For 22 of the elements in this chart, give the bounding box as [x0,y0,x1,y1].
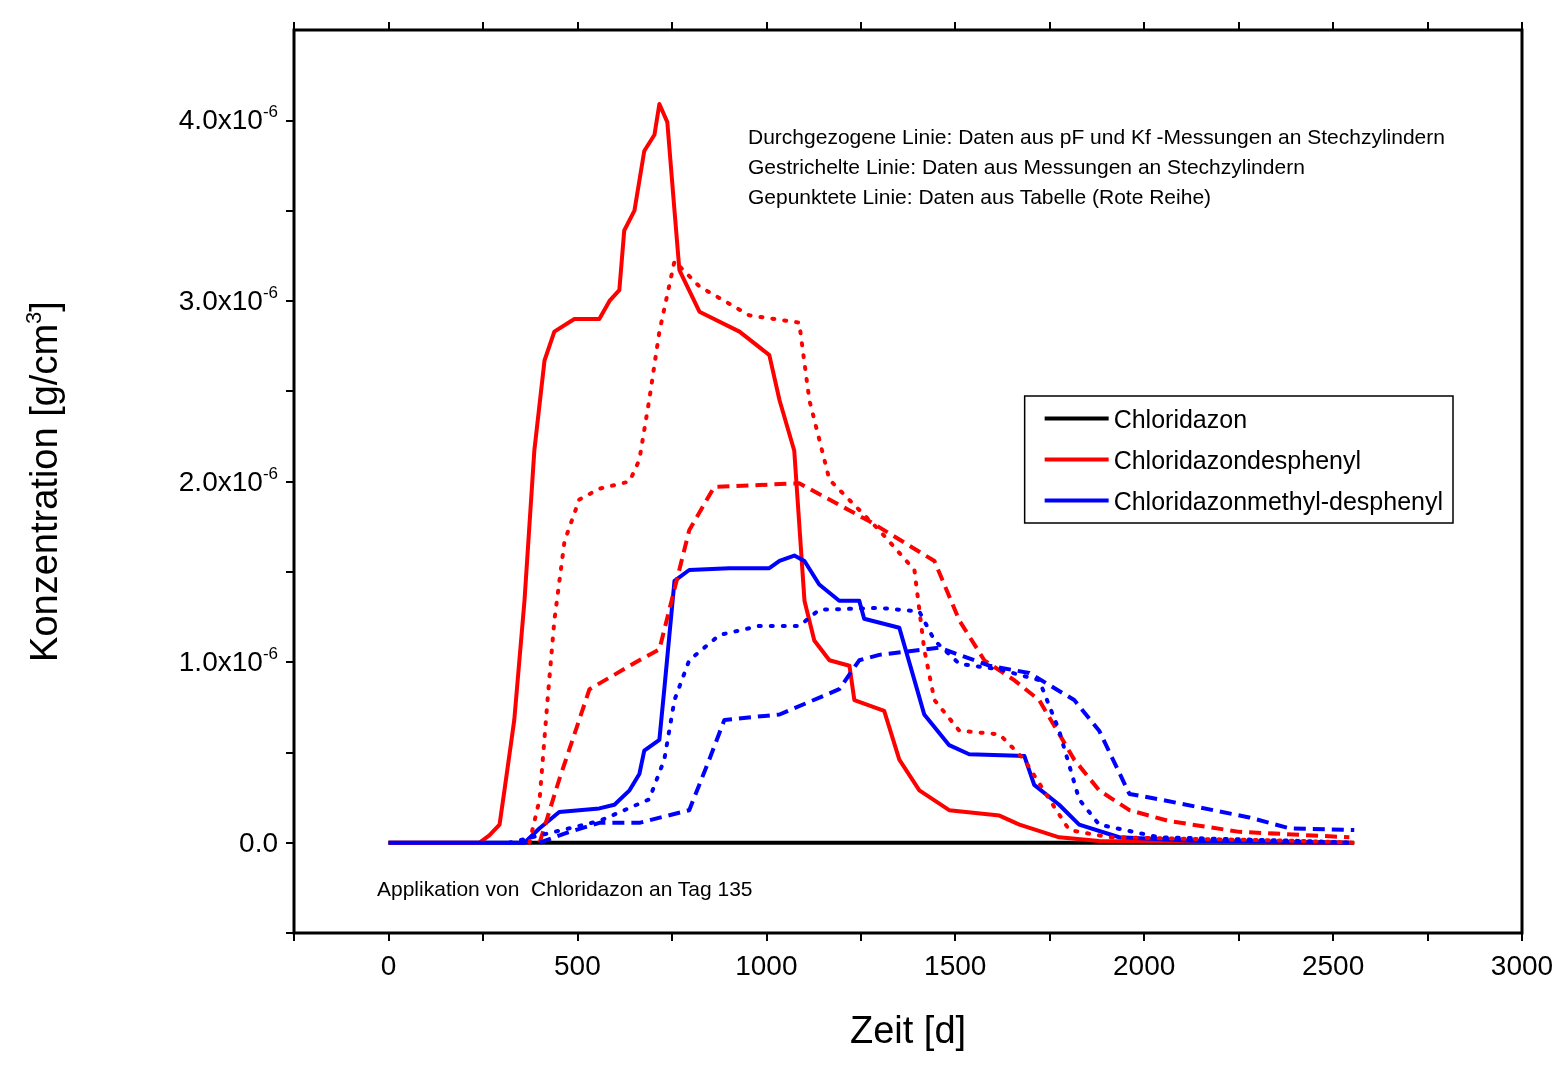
x-tick-label: 0 [380,949,397,981]
annotation: Gepunktete Linie: Daten aus Tabelle (Rote Reihe) [748,185,1212,208]
x-tick-label: 500 [554,949,601,981]
line-series [386,553,1352,845]
x-tick-label: 1000 [735,949,798,981]
x-tick-label: 2000 [1113,949,1176,981]
x-tick-label: 2500 [1301,949,1365,981]
x-tick-label: 3000 [1490,949,1554,981]
y-axis-title: Konzentration [g/cm3] [20,301,65,662]
y-tick-label: 1.0x10$^{-6}$ [178,644,278,680]
x-axis-title: Zeit [d] [849,1009,967,1051]
annotation: Gestrichelte Linie: Daten aus Messungen an Stechzylindern [748,155,1305,178]
y-tick-label: 2.0x10$^{-6}$ [178,463,278,499]
annotation: Applikation von Chloridazon an Tag 135 [377,877,753,900]
y-tick-label: 4.0x10$^{-6}$ [178,102,278,138]
y-tick-label: 0.0 [239,825,278,860]
annotation: Durchgezogene Linie: Daten aus pF und Kf -Messungen an Stechzylindern [748,125,1445,148]
y-tick-label: 3.0x10$^{-6}$ [178,282,278,318]
legend-label: Chloridazonmethyl-desphenyl [1113,486,1444,515]
legend-label: Chloridazon [1113,404,1248,433]
legend-label: Chloridazondesphenyl [1113,445,1362,474]
x-tick-label: 1500 [924,949,987,981]
